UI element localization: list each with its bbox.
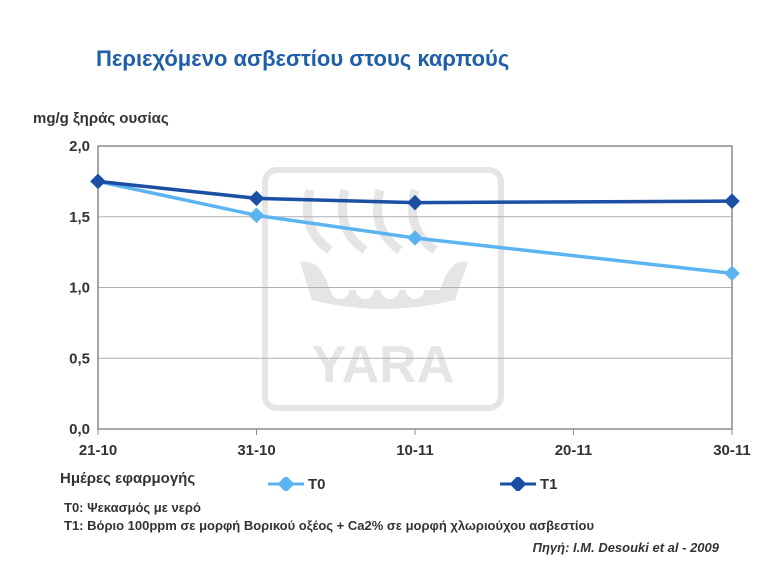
watermark-text: YARA xyxy=(312,336,455,394)
y-tick-label: 1,5 xyxy=(69,209,90,226)
x-tick-label: 10-11 xyxy=(396,442,434,459)
source-citation: Πηγή: I.M. Desouki et al - 2009 xyxy=(532,540,719,555)
data-point-t1 xyxy=(407,194,423,211)
y-tick-label: 0,5 xyxy=(69,350,90,367)
yara-watermark-logo: YARA xyxy=(262,167,504,411)
legend-label-t0: T0 xyxy=(308,475,326,493)
x-axis-label: Ημέρες εφαρμογής xyxy=(60,470,196,487)
series-line-t0 xyxy=(97,179,733,276)
legend-label-t1: T1 xyxy=(540,475,558,493)
x-tick-label: 20-11 xyxy=(555,442,593,459)
x-tick-labels: 21-10 31-10 10-11 20-11 30-11 xyxy=(79,429,751,459)
chart-title: Περιεχόμενο ασβεστίου στους καρπούς xyxy=(96,46,510,71)
legend-marker-t0 xyxy=(268,477,304,491)
data-point-t0 xyxy=(407,230,423,246)
data-point-t0 xyxy=(724,265,740,282)
y-tick-label: 1,0 xyxy=(69,280,90,297)
y-tick-label: 2,0 xyxy=(69,138,90,155)
series-lines xyxy=(90,173,740,282)
data-point-t1 xyxy=(724,193,740,209)
y-tick-label: 0,0 xyxy=(69,421,90,438)
series-line-t1 xyxy=(97,179,733,205)
gridlines xyxy=(98,216,732,359)
note-t1: T1: Βόριο 100ppm σε μορφή Βορικού οξέος … xyxy=(64,518,595,533)
y-axis-label: mg/g ξηράς ουσίας xyxy=(33,110,169,127)
data-point-t1 xyxy=(248,190,265,207)
legend-marker-t1 xyxy=(500,477,536,491)
legend-item-t0: T0 xyxy=(268,474,326,494)
x-tick-label: 30-11 xyxy=(713,442,751,459)
data-point-t0 xyxy=(248,207,265,224)
x-tick-label: 21-10 xyxy=(79,442,117,459)
y-tick-labels: 0,0 0,5 1,0 1,5 2,0 xyxy=(69,138,90,438)
data-point-t1 xyxy=(90,173,106,190)
x-tick-label: 31-10 xyxy=(237,442,275,459)
note-t0: T0: Ψεκασμός με νερό xyxy=(64,500,201,515)
legend-item-t1: T1 xyxy=(500,474,558,494)
